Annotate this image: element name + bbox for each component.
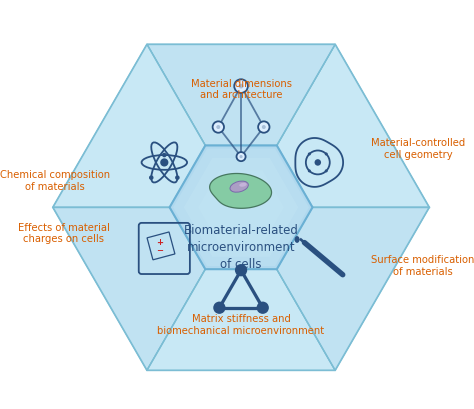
Text: +: + (156, 238, 163, 247)
Polygon shape (277, 207, 429, 370)
Ellipse shape (294, 236, 300, 243)
Circle shape (235, 264, 247, 276)
Polygon shape (170, 146, 312, 269)
Circle shape (213, 301, 226, 314)
Circle shape (213, 121, 224, 133)
Text: Material dimensions
and architecture: Material dimensions and architecture (191, 79, 292, 101)
Polygon shape (173, 148, 309, 266)
Polygon shape (184, 158, 298, 257)
Text: −: − (156, 246, 163, 255)
Circle shape (175, 175, 180, 180)
Text: Surface modification
of materials: Surface modification of materials (371, 255, 474, 277)
Circle shape (308, 169, 311, 173)
Polygon shape (147, 45, 335, 146)
Text: Chemical composition
of materials: Chemical composition of materials (0, 170, 109, 192)
Circle shape (258, 121, 270, 133)
Circle shape (239, 155, 243, 158)
Circle shape (325, 153, 328, 155)
Circle shape (262, 125, 266, 129)
Text: Matrix stiffness and
biomechanical microenvironment: Matrix stiffness and biomechanical micro… (157, 315, 325, 336)
Text: Biomaterial-related
microenvironment
of cells: Biomaterial-related microenvironment of … (183, 224, 299, 271)
Polygon shape (277, 45, 429, 207)
Circle shape (234, 79, 248, 93)
Polygon shape (198, 170, 284, 245)
Ellipse shape (239, 183, 246, 187)
Ellipse shape (230, 181, 248, 192)
Circle shape (239, 84, 244, 88)
Circle shape (160, 158, 168, 166)
Polygon shape (53, 45, 429, 370)
Circle shape (308, 153, 311, 155)
Text: Effects of material
charges on cells: Effects of material charges on cells (18, 223, 109, 245)
Circle shape (237, 152, 246, 161)
Polygon shape (210, 173, 272, 208)
Circle shape (149, 175, 154, 180)
Text: Material-controlled
cell geometry: Material-controlled cell geometry (371, 138, 465, 160)
Polygon shape (53, 207, 205, 370)
Polygon shape (147, 269, 335, 370)
Circle shape (216, 125, 220, 129)
Circle shape (325, 169, 328, 173)
Circle shape (315, 159, 321, 166)
Polygon shape (53, 45, 205, 207)
Bar (147, 232, 175, 260)
Circle shape (162, 153, 166, 157)
Circle shape (256, 301, 269, 314)
